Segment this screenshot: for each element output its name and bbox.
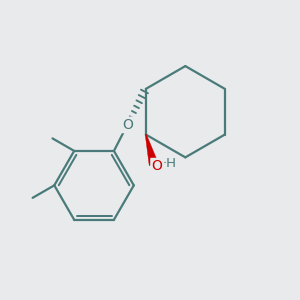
Text: O: O bbox=[151, 159, 162, 173]
Text: O: O bbox=[122, 118, 133, 132]
Text: ·H: ·H bbox=[163, 157, 177, 170]
Polygon shape bbox=[145, 134, 158, 166]
